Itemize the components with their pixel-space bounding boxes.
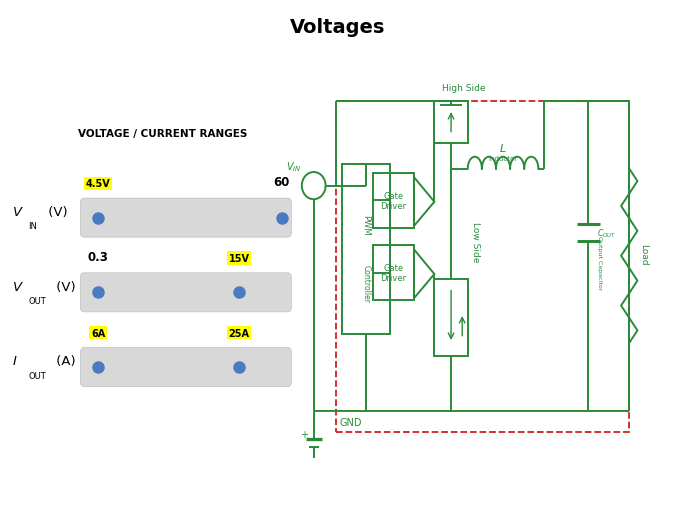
Text: Gate
Driver: Gate Driver (381, 264, 406, 283)
Text: PWM: PWM (361, 214, 370, 235)
Text: 60: 60 (273, 176, 290, 189)
Text: OUT: OUT (28, 296, 47, 306)
Text: 25A: 25A (228, 328, 250, 338)
Text: GND: GND (340, 417, 362, 427)
Text: (V): (V) (53, 280, 76, 293)
Text: IN: IN (28, 222, 37, 231)
Bar (435, 280, 468, 356)
Text: Voltages: Voltages (290, 18, 385, 37)
Text: VOLTAGE / CURRENT RANGES: VOLTAGE / CURRENT RANGES (78, 128, 248, 138)
Text: $C_{OUT}$: $C_{OUT}$ (597, 227, 616, 239)
Text: High Side: High Side (442, 84, 486, 93)
Text: I: I (13, 355, 17, 368)
Bar (336, 102, 629, 432)
Text: (V): (V) (45, 206, 68, 219)
Text: Inductor: Inductor (489, 156, 518, 162)
FancyBboxPatch shape (80, 199, 292, 238)
Bar (435, 102, 468, 144)
Text: 15V: 15V (228, 254, 250, 264)
FancyBboxPatch shape (80, 273, 292, 312)
Text: Low Side: Low Side (470, 221, 480, 262)
Text: 4.5V: 4.5V (86, 179, 111, 189)
Text: V: V (13, 280, 22, 293)
Text: Controller: Controller (361, 265, 370, 303)
Text: L: L (500, 144, 506, 154)
Text: Load: Load (639, 243, 648, 265)
Bar (373, 174, 414, 229)
Text: (A): (A) (53, 355, 76, 368)
Bar (373, 245, 414, 301)
Text: $V_{IN}$: $V_{IN}$ (286, 160, 301, 174)
Text: Gate
Driver: Gate Driver (381, 191, 406, 211)
Text: V: V (13, 206, 22, 219)
Text: 6A: 6A (91, 328, 105, 338)
FancyBboxPatch shape (80, 348, 292, 387)
Text: OUT: OUT (28, 371, 47, 380)
Text: 0.3: 0.3 (88, 250, 109, 264)
Text: +: + (300, 429, 308, 439)
Text: Output Capacitor: Output Capacitor (597, 235, 601, 290)
Bar (342, 165, 390, 335)
